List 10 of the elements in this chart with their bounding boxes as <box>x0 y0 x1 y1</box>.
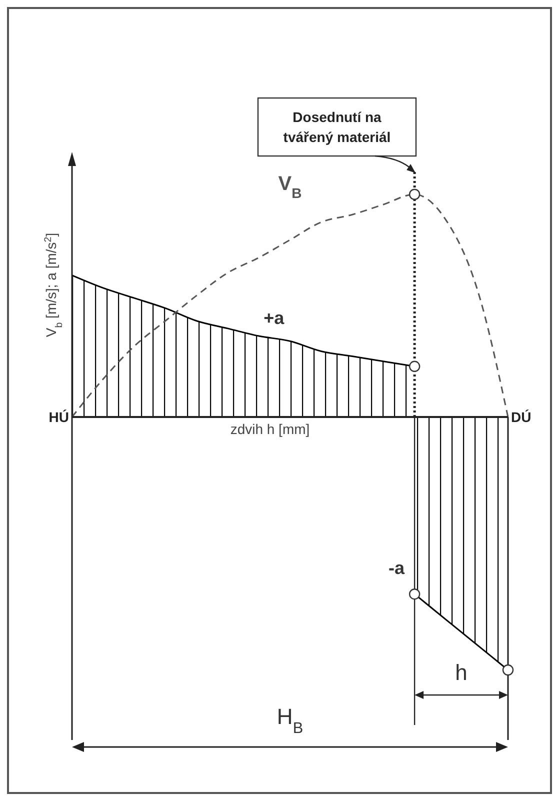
annotation: h <box>455 660 468 685</box>
text: DÚ <box>511 409 532 425</box>
text: HÚ <box>48 409 69 425</box>
series-label: -a <box>388 558 406 578</box>
text: H$_{B}$ <box>276 704 304 736</box>
point <box>408 188 420 200</box>
series-label: V$_{B}$ <box>278 172 302 201</box>
x-axis-title: zdvih h [mm] <box>230 421 310 437</box>
series-label: +a <box>264 308 286 328</box>
text: Dosednutí na tvářený materiál <box>283 109 391 145</box>
